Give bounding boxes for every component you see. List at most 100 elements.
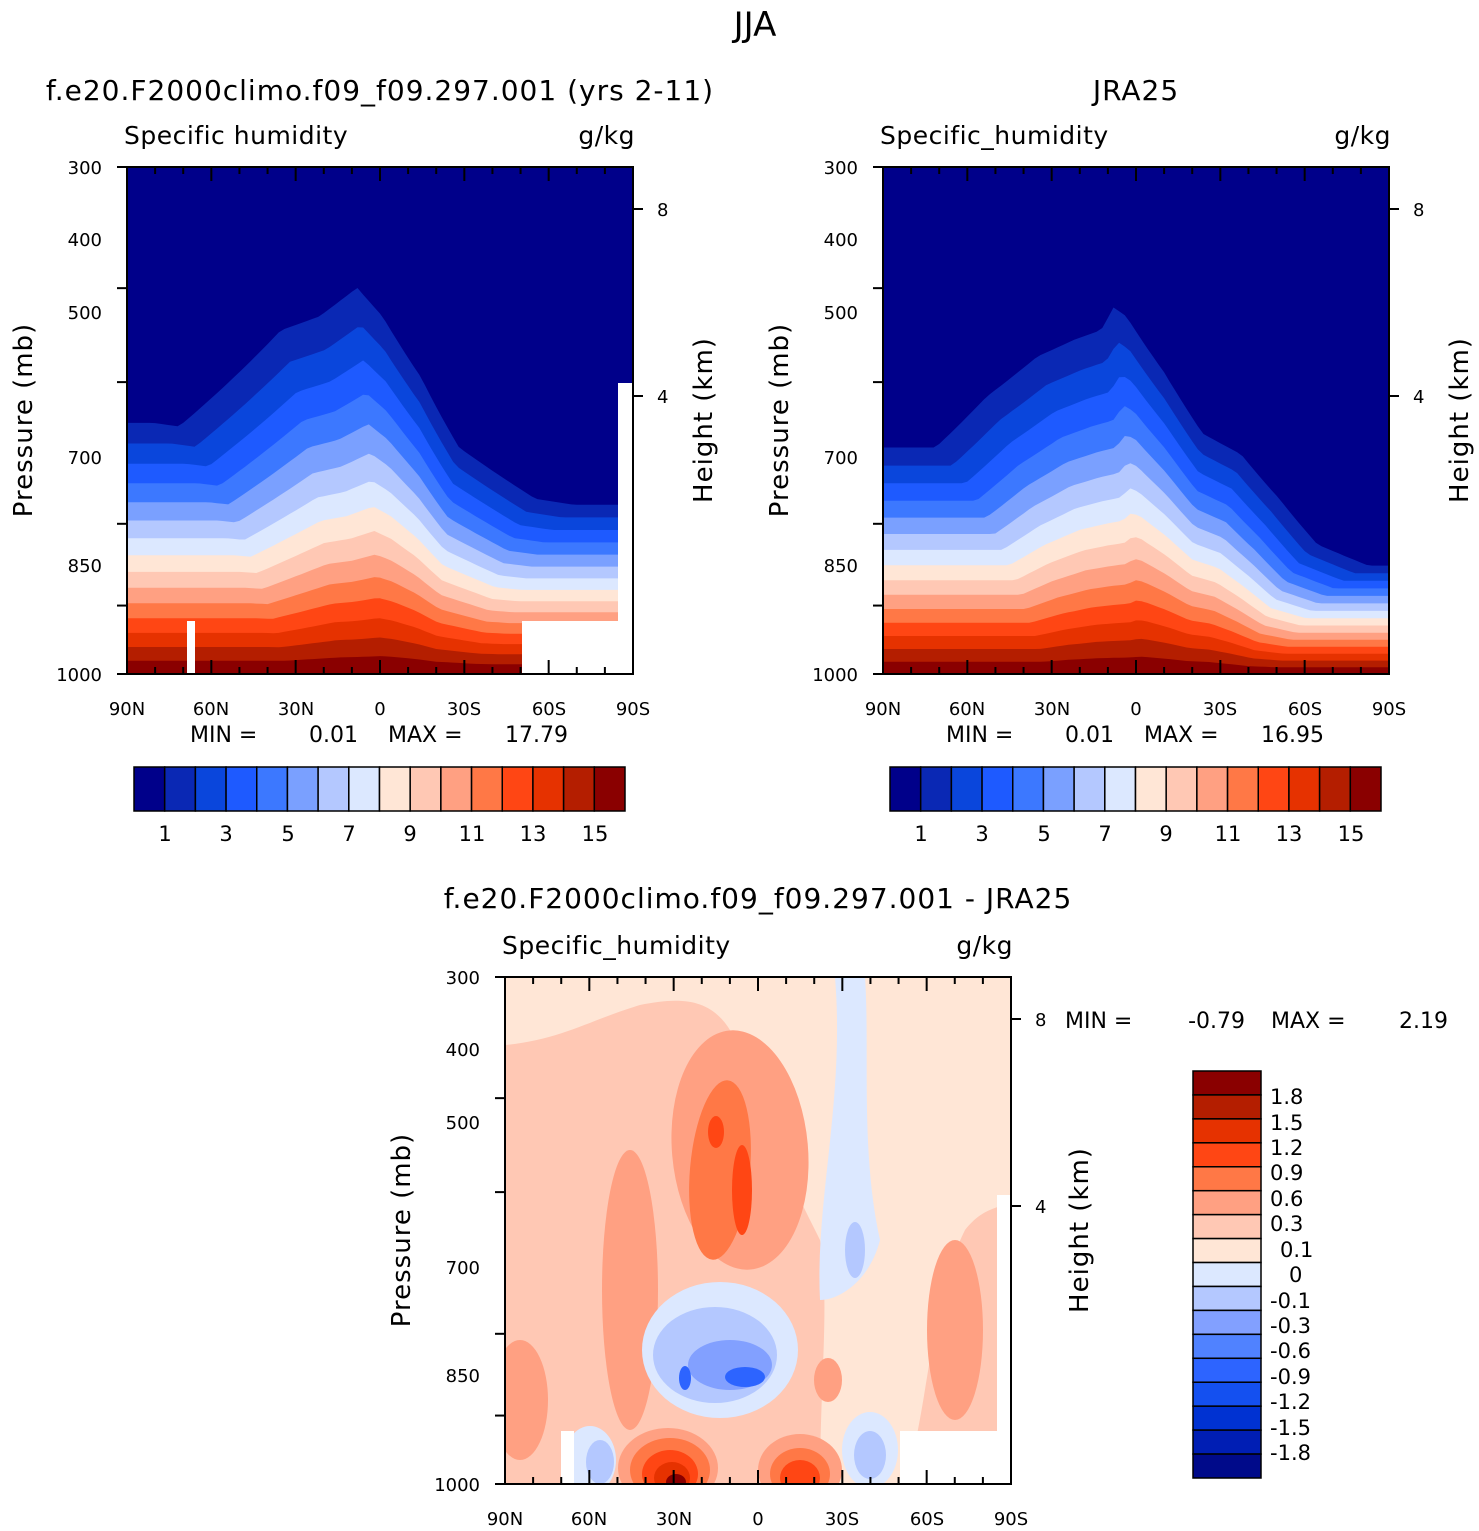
colorbar-box: [1192, 1309, 1262, 1336]
missing-data-mask: [561, 1431, 574, 1484]
panel-model: f.e20.F2000climo.f09_f09.297.001 (yrs 2-…: [9, 74, 719, 846]
xtick-label: 90S: [616, 699, 650, 720]
ytick-label: 400: [446, 1040, 480, 1061]
min-label: MIN =: [1065, 1009, 1132, 1034]
contour-blob: [505, 1340, 548, 1460]
colorbar-label: 0.3: [1270, 1212, 1303, 1236]
axis-ticks: [873, 166, 1399, 675]
xtick-label: 0: [1130, 699, 1141, 720]
contour-band: [819, 977, 880, 1300]
colorbar-box: [317, 766, 350, 812]
colorbar-box: [163, 766, 197, 812]
colorbar-box: [1012, 766, 1045, 812]
xtick-label: 60S: [1288, 699, 1322, 720]
colorbar-box: [1192, 1213, 1262, 1240]
colorbar-box: [1349, 766, 1382, 812]
min-label: MIN =: [946, 723, 1013, 748]
contour-blob: [666, 1474, 686, 1484]
colorbar-box: [1192, 1381, 1262, 1407]
contour-blob: [854, 1431, 886, 1479]
min-value: 0.01: [1065, 723, 1114, 748]
colorbar-box: [1192, 1429, 1262, 1455]
missing-data-mask: [618, 383, 633, 623]
colorbar-box: [133, 766, 166, 812]
ytick-label: 700: [824, 448, 858, 469]
colorbar-box: [378, 766, 411, 812]
colorbar-box: [440, 766, 473, 812]
ytick-label: 1000: [56, 665, 102, 686]
colorbar-box: [1134, 766, 1167, 812]
contour-field: [127, 167, 633, 674]
ytick-label: 1000: [434, 1475, 480, 1496]
colorbar-box: [1165, 766, 1198, 812]
ytick-label: 300: [824, 158, 858, 179]
xtick-label: 60S: [532, 699, 566, 720]
colorbar-label: 0.1: [1280, 1238, 1313, 1262]
colorbar-label: 0.9: [1270, 1161, 1303, 1185]
colorbar-box: [1042, 766, 1075, 812]
y2tick-label: 8: [657, 200, 668, 221]
xtick-label: 30N: [1034, 699, 1070, 720]
min-value: 0.01: [309, 723, 358, 748]
xtick-label: 90N: [109, 699, 145, 720]
colorbar-box: [501, 766, 534, 812]
colorbar-box: [562, 766, 596, 812]
colorbar-box: [286, 766, 319, 812]
colorbar-label: 11: [1215, 822, 1242, 846]
figure-title: JJA: [732, 5, 777, 45]
y2tick-label: 4: [1035, 1197, 1046, 1218]
xtick-label: 30S: [825, 1509, 859, 1530]
max-label: MAX =: [1144, 723, 1219, 748]
ytick-label: 400: [824, 230, 858, 251]
colorbar-box: [1192, 1405, 1262, 1431]
panel-title: f.e20.F2000climo.f09_f09.297.001 (yrs 2-…: [46, 74, 714, 107]
contour-blob: [708, 1116, 724, 1148]
colorbar-box: [348, 766, 381, 812]
colorbar-label: 3: [219, 822, 232, 846]
colorbar-box: [950, 766, 983, 812]
colorbar-label: 7: [342, 822, 355, 846]
colorbar-box: [1192, 1357, 1262, 1383]
max-value: 17.79: [505, 723, 568, 748]
xtick-label: 90S: [994, 1509, 1028, 1530]
axis-ticks: [117, 166, 643, 675]
ytick-label: 700: [446, 1258, 480, 1279]
colorbar-box: [1192, 1070, 1262, 1096]
colorbar-box: [1192, 1189, 1262, 1216]
ytick-label: 500: [446, 1113, 480, 1134]
colorbar-box: [256, 766, 289, 812]
colorbar-box: [1196, 766, 1229, 812]
y2-axis-label: Height (km): [1445, 337, 1475, 503]
ytick-label: 300: [446, 968, 480, 989]
contour-blob: [732, 1145, 752, 1235]
colorbar-label: -0.3: [1270, 1314, 1311, 1338]
colorbar-box: [919, 766, 953, 812]
colorbar-label: -0.1: [1270, 1289, 1311, 1313]
xtick-label: 30N: [656, 1509, 692, 1530]
contour-blob: [679, 1366, 691, 1390]
y2-axis-label: Height (km): [689, 337, 719, 503]
contour-blob: [927, 1240, 983, 1420]
colorbar-box: [532, 766, 565, 812]
colorbar-label: 13: [1276, 822, 1303, 846]
missing-data-mask: [187, 621, 195, 674]
contour-blob: [725, 1367, 765, 1387]
colorbar-box: [194, 766, 227, 812]
xtick-label: 60N: [193, 699, 229, 720]
colorbar-label: 15: [1338, 822, 1365, 846]
colorbar-box: [1192, 1333, 1262, 1360]
colorbar-box: [1288, 766, 1321, 812]
colorbar-label: 13: [520, 822, 547, 846]
colorbar-label: 9: [1159, 822, 1172, 846]
y2tick-label: 8: [1413, 200, 1424, 221]
colorbar-label: -1.8: [1270, 1441, 1311, 1465]
colorbar-box: [1192, 1118, 1262, 1144]
contour-blob: [586, 1440, 614, 1484]
panel-title: f.e20.F2000climo.f09_f09.297.001 - JRA25: [444, 882, 1073, 915]
colorbar-box: [1104, 766, 1137, 812]
colorbar-box: [1192, 1261, 1262, 1288]
max-value: 16.95: [1261, 723, 1324, 748]
ytick-label: 850: [446, 1366, 480, 1387]
colorbar-label: 11: [459, 822, 486, 846]
contour-field: [505, 977, 1011, 1484]
